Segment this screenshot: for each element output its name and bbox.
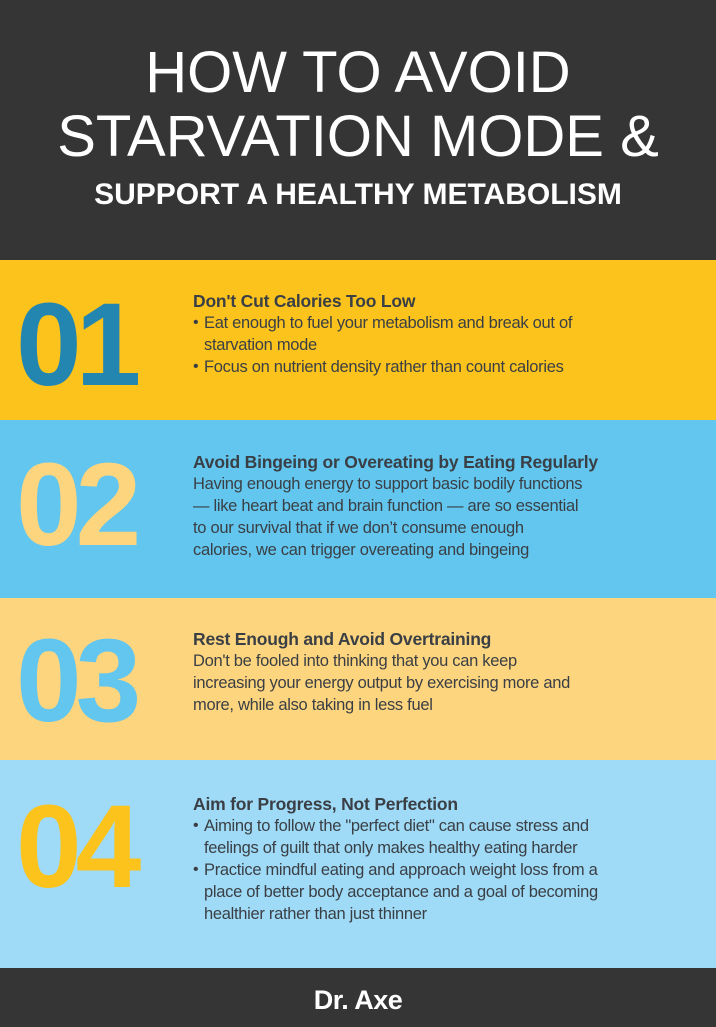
- bullet-line: Practice mindful eating and approach wei…: [204, 861, 598, 879]
- bullet-item: • Focus on nutrient density rather than c…: [193, 356, 703, 378]
- bullet-icon: •: [193, 861, 199, 878]
- bullet-icon: •: [193, 817, 199, 834]
- section-number: 03: [16, 615, 141, 747]
- bullet-line: feelings of guilt that only makes health…: [204, 839, 578, 857]
- body-line: Having enough energy to support basic bo…: [193, 475, 583, 493]
- body-line: Don't be fooled into thinking that you c…: [193, 652, 517, 670]
- body-line: increasing your energy output by exercis…: [193, 674, 570, 692]
- body-line: to our survival that if we don’t consume…: [193, 519, 524, 537]
- header: HOW TO AVOID STARVATION MODE & SUPPORT A…: [0, 0, 716, 260]
- section-number: 04: [16, 781, 141, 913]
- bullet-line: starvation mode: [204, 336, 317, 354]
- section-number: 01: [16, 279, 141, 411]
- section-number: 02: [16, 439, 141, 571]
- body-line: — like heart beat and brain function — a…: [193, 497, 579, 515]
- headline-line-1: HOW TO AVOID: [145, 40, 571, 105]
- bullet-line: healthier rather than just thinner: [204, 905, 427, 923]
- bullet-line: Eat enough to fuel your metabolism and b…: [204, 314, 573, 332]
- subheadline: SUPPORT A HEALTHY METABOLISM: [94, 178, 622, 211]
- section-02: 02 Avoid Bingeing or Overeating by Eating…: [0, 420, 716, 598]
- bullet-item: • Practice mindful eating and approach we…: [193, 859, 703, 925]
- section-content: Avoid Bingeing or Overeating by Eating R…: [193, 451, 703, 561]
- bullet-line: place of better body acceptance and a go…: [204, 883, 598, 901]
- footer: Dr. Axe: [0, 968, 716, 1021]
- section-title: Avoid Bingeing or Overeating by Eating R…: [193, 452, 598, 472]
- section-title: Don't Cut Calories Too Low: [193, 291, 416, 311]
- section-03: 03 Rest Enough and Avoid Overtraining Don'…: [0, 598, 716, 760]
- bullet-item: • Eat enough to fuel your metabolism and …: [193, 312, 703, 356]
- bullet-item: • Aiming to follow the "perfect diet" can…: [193, 815, 703, 859]
- bullet-line: Focus on nutrient density rather than co…: [204, 358, 564, 376]
- bullet-icon: •: [193, 314, 199, 331]
- section-content: Rest Enough and Avoid Overtraining Don't …: [193, 628, 703, 716]
- section-title: Rest Enough and Avoid Overtraining: [193, 629, 492, 649]
- section-04: 04 Aim for Progress, Not Perfection • Aimin…: [0, 760, 716, 968]
- bullet-icon: •: [193, 358, 199, 375]
- section-content: Aim for Progress, Not Perfection • Aiming …: [193, 793, 703, 925]
- headline-line-2: STARVATION MODE &: [57, 104, 659, 169]
- section-title: Aim for Progress, Not Perfection: [193, 794, 458, 814]
- bullet-line: Aiming to follow the "perfect diet" can …: [204, 817, 589, 835]
- section-content: Don't Cut Calories Too Low • Eat enough to…: [193, 290, 703, 378]
- body-line: calories, we can trigger overeating and …: [193, 541, 529, 559]
- dr-axe-logo: Dr. Axe: [313, 985, 403, 1015]
- body-line: more, while also taking in less fuel: [193, 696, 433, 714]
- section-01: 01 Don't Cut Calories Too Low • Eat enough …: [0, 260, 716, 420]
